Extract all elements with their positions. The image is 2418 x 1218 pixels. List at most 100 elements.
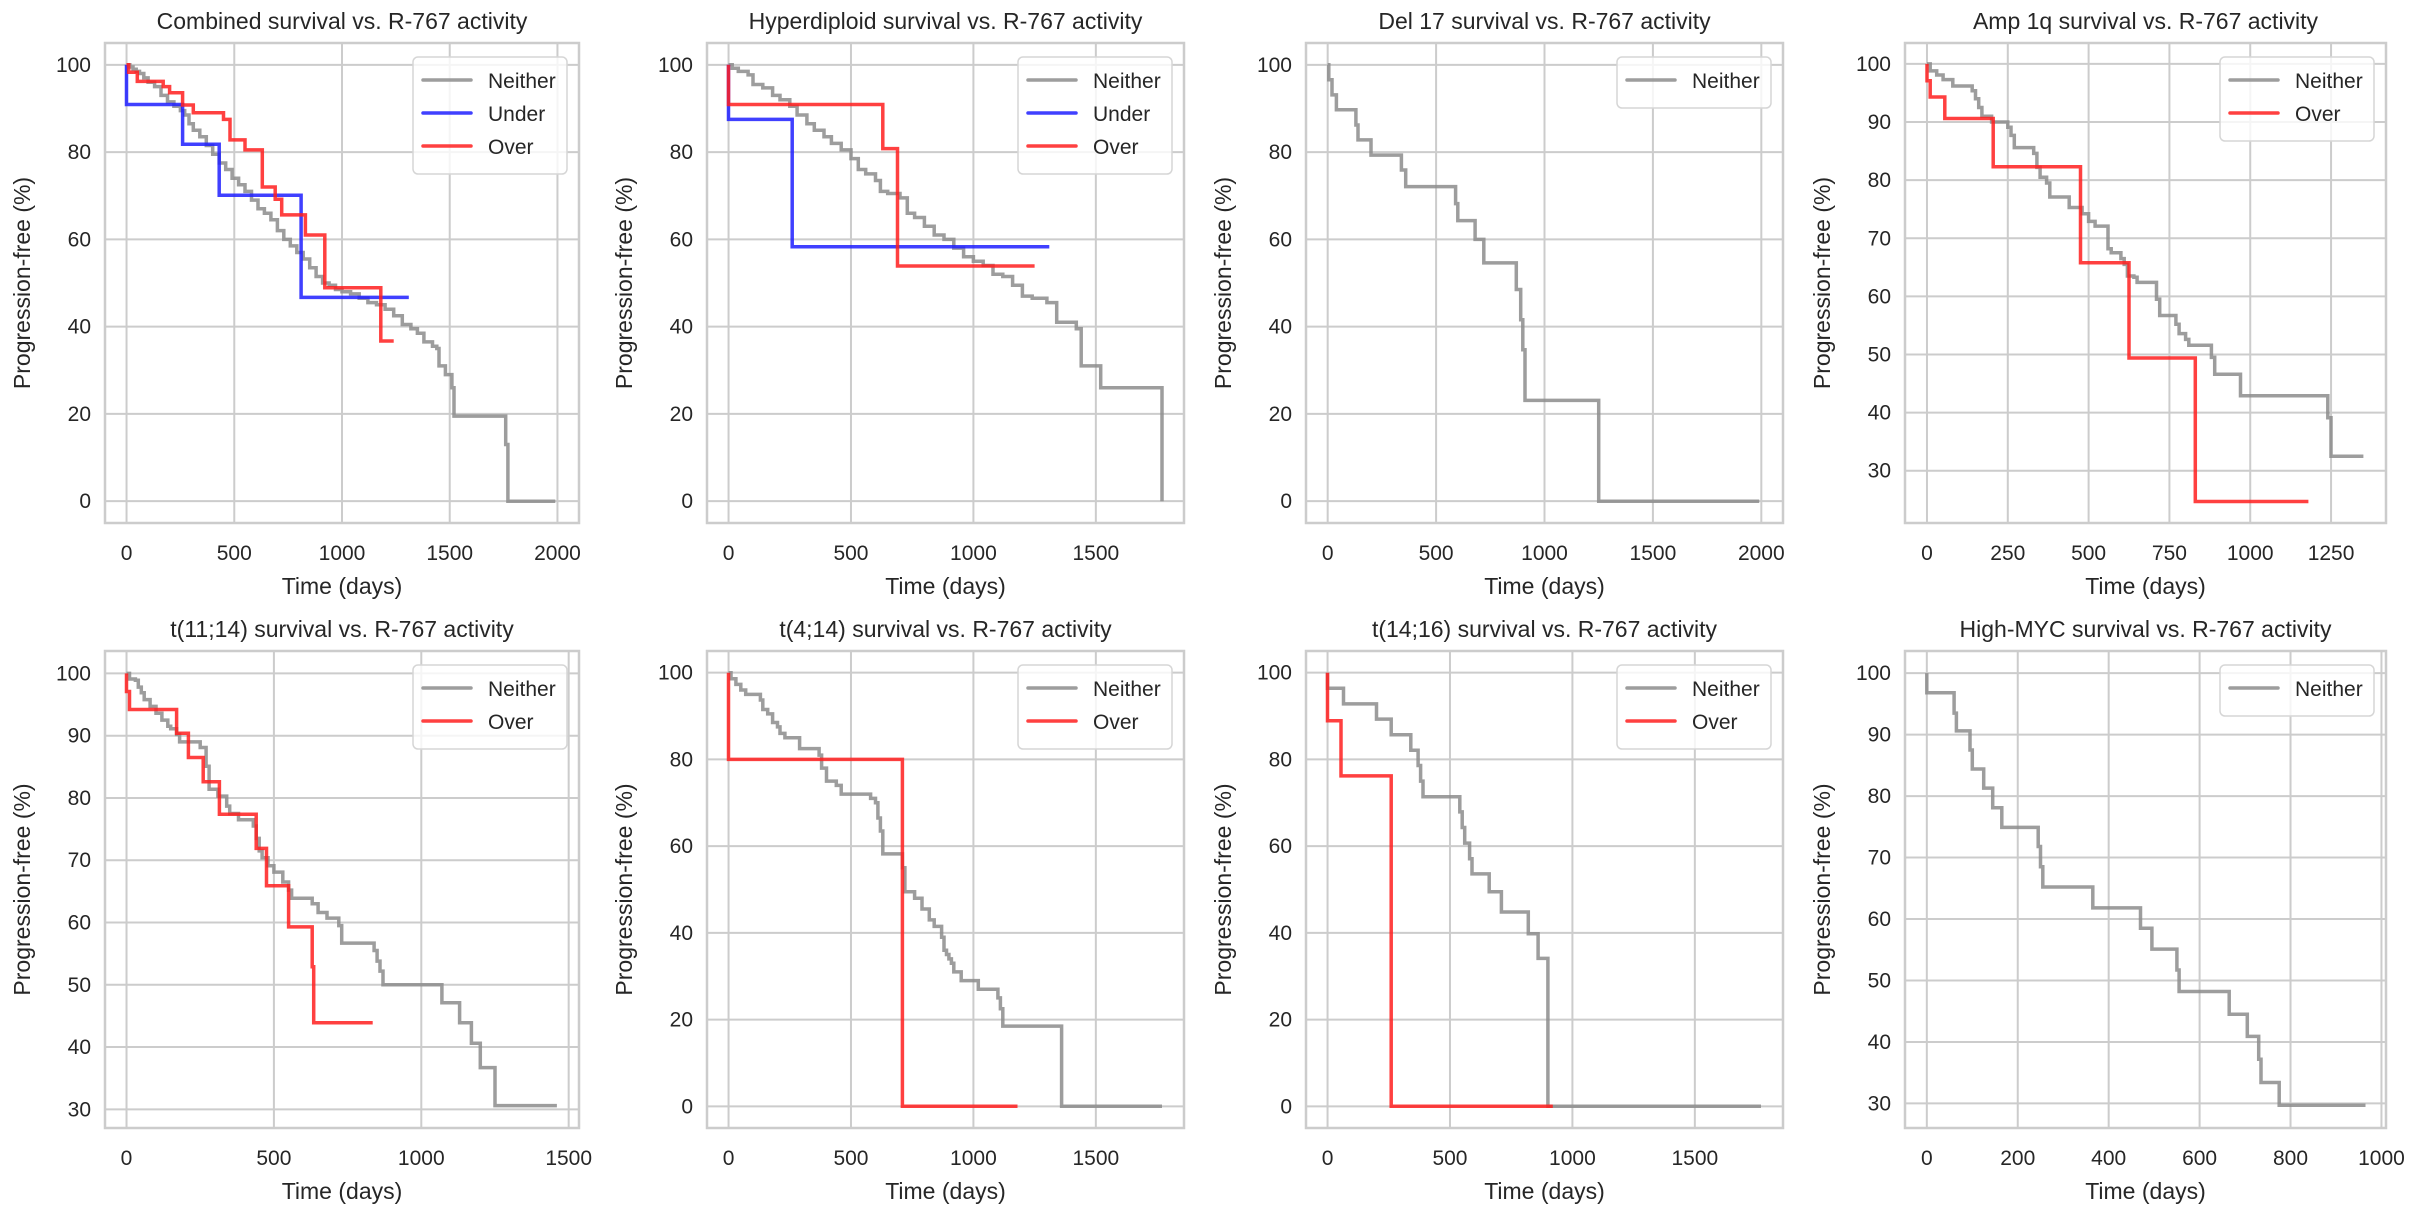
x-axis-label: Time (days) bbox=[1484, 1178, 1605, 1204]
x-tick-label: 500 bbox=[833, 542, 868, 565]
x-tick-label: 0 bbox=[1921, 1147, 1933, 1170]
y-tick-label: 80 bbox=[670, 748, 693, 771]
y-tick-label: 60 bbox=[1868, 908, 1891, 931]
legend-label-over: Over bbox=[2295, 103, 2341, 126]
legend-label-neither: Neither bbox=[1692, 678, 1760, 701]
x-tick-label: 400 bbox=[2091, 1147, 2126, 1170]
legend-label-neither: Neither bbox=[1692, 70, 1760, 93]
y-tick-label: 0 bbox=[79, 490, 91, 513]
y-tick-label: 80 bbox=[68, 141, 91, 164]
y-tick-label: 0 bbox=[1280, 490, 1292, 513]
x-tick-label: 800 bbox=[2273, 1147, 2308, 1170]
y-tick-label: 60 bbox=[670, 228, 693, 251]
x-tick-label: 0 bbox=[121, 542, 133, 565]
legend: Neither Under Over bbox=[412, 56, 568, 175]
y-tick-label: 50 bbox=[1868, 343, 1891, 366]
y-tick-label: 60 bbox=[1269, 835, 1292, 858]
gridlines bbox=[1905, 651, 2386, 1128]
x-tick-label: 1500 bbox=[1630, 542, 1677, 565]
y-tick-label: 80 bbox=[670, 141, 693, 164]
x-tick-label: 1000 bbox=[1549, 1147, 1596, 1170]
legend-box bbox=[412, 664, 568, 750]
legend: Neither Under Over bbox=[1017, 56, 1173, 175]
x-tick-label: 500 bbox=[1419, 542, 1454, 565]
y-tick-label: 60 bbox=[670, 835, 693, 858]
y-tick-label: 20 bbox=[670, 403, 693, 426]
y-tick-label: 20 bbox=[1269, 403, 1292, 426]
y-tick-label: 40 bbox=[68, 1036, 91, 1059]
x-axis-label: Time (days) bbox=[282, 1178, 403, 1204]
legend: Neither Over bbox=[1616, 664, 1772, 750]
chart-title: t(11;14) survival vs. R-767 activity bbox=[170, 616, 514, 642]
y-tick-label: 100 bbox=[1257, 662, 1292, 685]
y-tick-label: 60 bbox=[68, 912, 91, 935]
x-tick-label: 0 bbox=[1921, 542, 1933, 565]
y-tick-label: 20 bbox=[1269, 1009, 1292, 1032]
legend-label-neither: Neither bbox=[2295, 70, 2363, 93]
legend-label-over: Over bbox=[1093, 711, 1139, 734]
legend-box bbox=[1017, 664, 1173, 750]
series-line-over bbox=[726, 64, 1035, 268]
chart-panel-8: 0 200 400 600 800 1000 30 40 50 60 70 80 90 100 Time (… bbox=[1809, 616, 2405, 1204]
series-line-neither bbox=[126, 63, 556, 503]
legend: Neither Over bbox=[412, 664, 568, 750]
gridlines bbox=[1306, 651, 1783, 1128]
legend-label-under: Under bbox=[488, 103, 545, 126]
x-tick-label: 1000 bbox=[398, 1147, 445, 1170]
axes-frame bbox=[1304, 41, 1785, 525]
axes-frame bbox=[1903, 41, 2388, 525]
y-tick-label: 60 bbox=[1269, 228, 1292, 251]
chart-title: Del 17 survival vs. R-767 activity bbox=[1378, 8, 1711, 34]
chart-panel-3: 0 500 1000 1500 2000 0 20 40 60 80 100 Time (days) P… bbox=[1210, 8, 1785, 599]
y-tick-label: 0 bbox=[681, 1095, 693, 1118]
series-line-neither bbox=[1327, 63, 1760, 503]
y-tick-label: 20 bbox=[670, 1009, 693, 1032]
y-tick-label: 40 bbox=[670, 922, 693, 945]
axes-frame bbox=[705, 649, 1186, 1130]
chart-panel-5: 0 500 1000 1500 30 40 50 60 70 80 90 100 Time (days)… bbox=[9, 616, 592, 1204]
legend: Neither Over bbox=[2219, 56, 2375, 142]
legend-box bbox=[1616, 664, 1772, 750]
series-line-over bbox=[726, 672, 1018, 1109]
chart-panel-4: 0 250 500 750 1000 1250 30 40 50 60 70 80 90 100 Time … bbox=[1809, 8, 2388, 599]
y-tick-label: 100 bbox=[1856, 662, 1891, 685]
y-tick-label: 60 bbox=[1868, 285, 1891, 308]
y-tick-label: 100 bbox=[1856, 53, 1891, 76]
x-tick-label: 0 bbox=[1322, 542, 1334, 565]
y-tick-label: 40 bbox=[1868, 402, 1891, 425]
y-tick-label: 40 bbox=[1269, 922, 1292, 945]
y-axis-label: Progression-free (%) bbox=[1210, 177, 1236, 389]
y-axis-label: Progression-free (%) bbox=[1809, 783, 1835, 995]
y-tick-label: 80 bbox=[1269, 141, 1292, 164]
y-tick-label: 40 bbox=[670, 316, 693, 339]
series-line-over bbox=[126, 63, 394, 343]
axes-frame bbox=[1304, 649, 1785, 1130]
y-axis-label: Progression-free (%) bbox=[611, 177, 637, 389]
series-line-over bbox=[124, 673, 373, 1025]
series-line-neither bbox=[126, 671, 557, 1108]
y-tick-label: 0 bbox=[1280, 1095, 1292, 1118]
legend-label-over: Over bbox=[488, 711, 534, 734]
series-line-neither bbox=[1927, 62, 2364, 458]
chart-panel-1: 0 500 1000 1500 2000 0 20 40 60 80 100 Time (days) P… bbox=[9, 8, 581, 599]
y-tick-label: 40 bbox=[1269, 316, 1292, 339]
axes-frame bbox=[103, 649, 581, 1130]
y-tick-label: 80 bbox=[1269, 748, 1292, 771]
y-axis-label: Progression-free (%) bbox=[1809, 177, 1835, 389]
chart-panel-6: 0 500 1000 1500 0 20 40 60 80 100 Time (days) Progr… bbox=[611, 616, 1186, 1204]
x-axis-label: Time (days) bbox=[885, 573, 1006, 599]
axes-frame bbox=[103, 41, 581, 525]
y-axis-label: Progression-free (%) bbox=[9, 783, 35, 995]
legend-label-neither: Neither bbox=[2295, 678, 2363, 701]
y-tick-label: 70 bbox=[68, 849, 91, 872]
chart-title: t(4;14) survival vs. R-767 activity bbox=[779, 616, 1112, 642]
y-tick-label: 90 bbox=[1868, 724, 1891, 747]
y-tick-label: 100 bbox=[56, 54, 91, 77]
x-tick-label: 1500 bbox=[426, 542, 473, 565]
x-tick-label: 500 bbox=[833, 1147, 868, 1170]
x-tick-label: 1500 bbox=[1072, 1147, 1119, 1170]
chart-title: High-MYC survival vs. R-767 activity bbox=[1960, 616, 2332, 642]
y-tick-label: 40 bbox=[68, 316, 91, 339]
chart-title: Amp 1q survival vs. R-767 activity bbox=[1973, 8, 2319, 34]
y-tick-label: 100 bbox=[658, 662, 693, 685]
